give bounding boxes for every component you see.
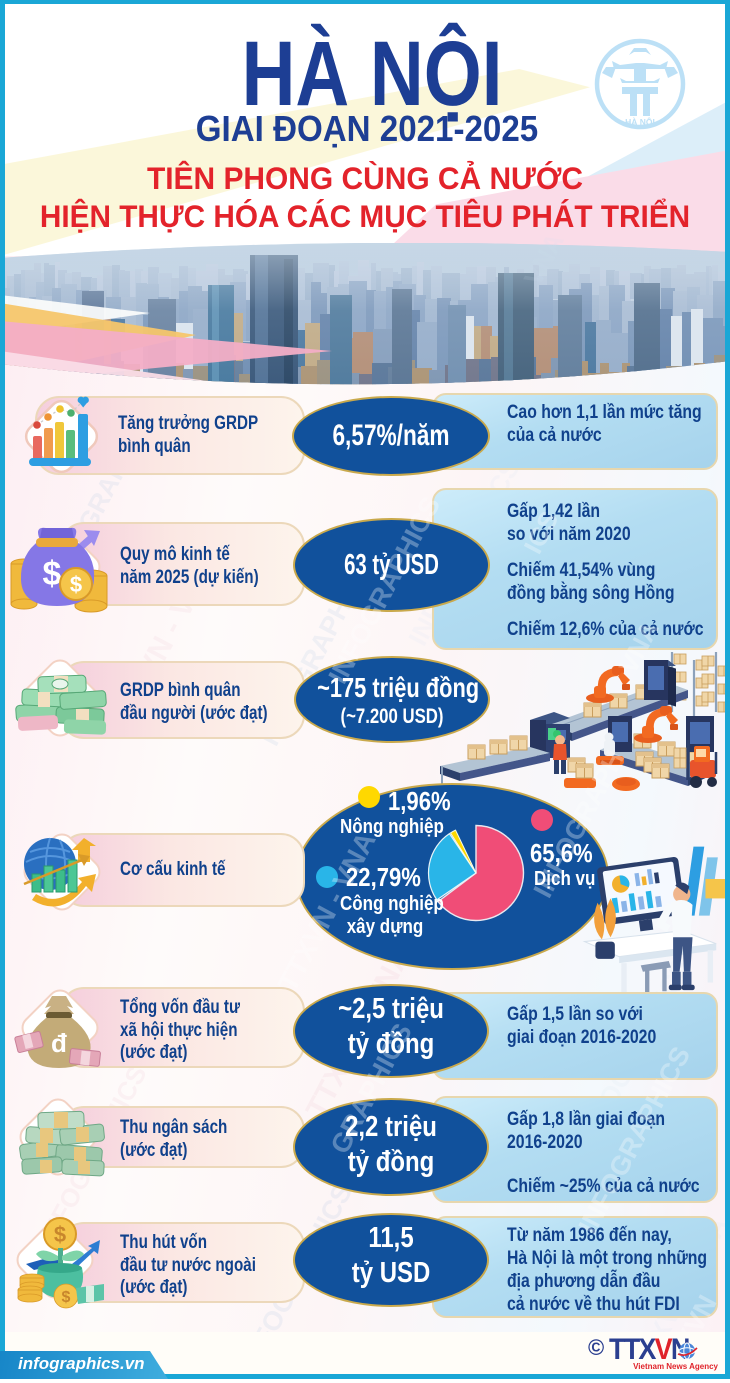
svg-text:$: $ xyxy=(43,555,62,593)
svg-text:$: $ xyxy=(70,572,82,597)
svg-text:HÀ NỘI: HÀ NỘI xyxy=(625,116,655,127)
svg-text:$: $ xyxy=(54,1222,66,1247)
svg-text:đ: đ xyxy=(51,1028,67,1058)
svg-text:$: $ xyxy=(62,1289,71,1306)
